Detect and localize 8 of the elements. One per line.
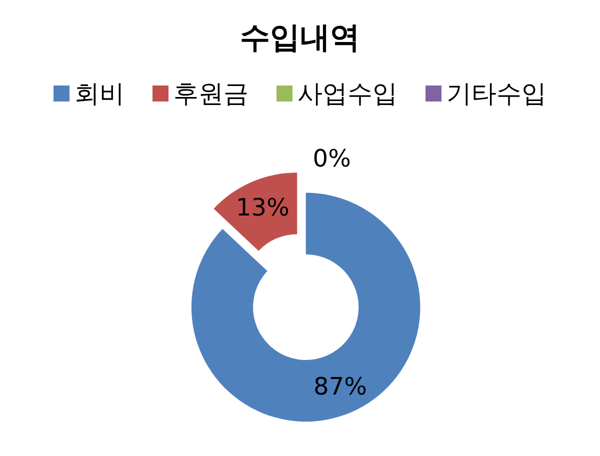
data-label: 13% bbox=[236, 194, 290, 222]
legend-label: 회비 bbox=[74, 79, 124, 108]
chart-title: 수입내역 bbox=[240, 20, 360, 56]
text: 0% bbox=[312, 144, 351, 173]
legend-label: 기타수입 bbox=[446, 79, 546, 108]
data-label: 87% bbox=[314, 372, 367, 401]
legend-label: 사업수입 bbox=[298, 79, 398, 108]
legend-label: 후원금 bbox=[174, 79, 248, 108]
